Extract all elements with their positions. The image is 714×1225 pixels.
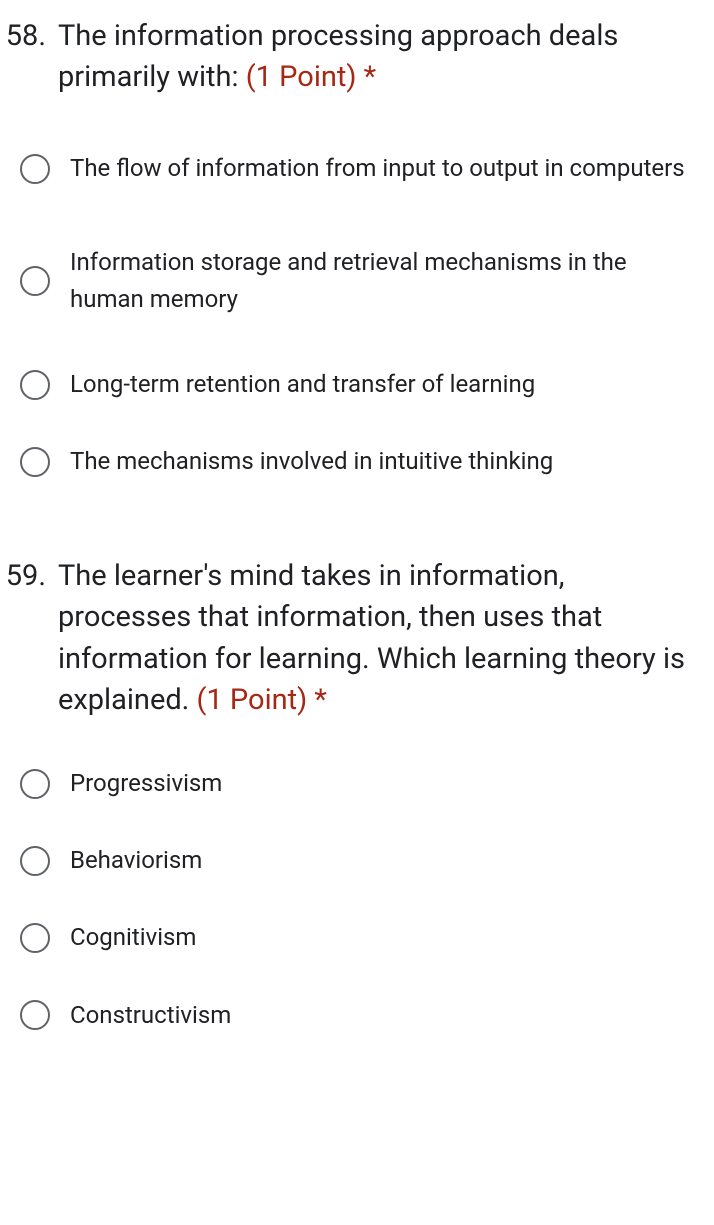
option-label: Information storage and retrieval mechan…	[70, 244, 694, 318]
option-row[interactable]: Progressivism	[20, 745, 714, 822]
option-label: Long-term retention and transfer of lear…	[70, 366, 694, 403]
question-text: The information processing approach deal…	[58, 16, 690, 98]
option-row[interactable]: The mechanisms involved in intuitive thi…	[20, 423, 714, 500]
radio-icon[interactable]	[20, 846, 50, 876]
option-row[interactable]: Cognitivism	[20, 899, 714, 976]
radio-icon[interactable]	[20, 1000, 50, 1030]
option-label: Cognitivism	[70, 919, 694, 956]
required-indicator: *	[307, 683, 327, 717]
option-row[interactable]: Information storage and retrieval mechan…	[20, 216, 714, 346]
option-row[interactable]: Behaviorism	[20, 822, 714, 899]
question-number: 59.	[0, 556, 58, 597]
radio-icon[interactable]	[20, 769, 50, 799]
options-container: The flow of information from input to ou…	[0, 122, 714, 500]
option-label: Progressivism	[70, 765, 694, 802]
question-points: (1 Point)	[197, 683, 308, 717]
question-points: (1 Point)	[246, 60, 357, 94]
option-row[interactable]: Long-term retention and transfer of lear…	[20, 346, 714, 423]
question-body: The learner's mind takes in information,…	[58, 559, 685, 717]
option-row[interactable]: Constructivism	[20, 977, 714, 1054]
question-number: 58.	[0, 16, 58, 57]
option-row[interactable]: The flow of information from input to ou…	[20, 122, 714, 215]
option-label: Constructivism	[70, 997, 694, 1034]
radio-icon[interactable]	[20, 447, 50, 477]
question-header: 58. The information processing approach …	[0, 16, 714, 98]
options-container: Progressivism Behaviorism Cognitivism Co…	[0, 745, 714, 1054]
radio-icon[interactable]	[20, 370, 50, 400]
question-block-58: 58. The information processing approach …	[0, 0, 714, 540]
option-label: The flow of information from input to ou…	[70, 150, 694, 187]
radio-icon[interactable]	[20, 154, 50, 184]
question-header: 59. The learner's mind takes in informat…	[0, 556, 714, 721]
radio-icon[interactable]	[20, 266, 50, 296]
required-indicator: *	[356, 60, 376, 94]
question-block-59: 59. The learner's mind takes in informat…	[0, 540, 714, 1093]
option-label: Behaviorism	[70, 842, 694, 879]
option-label: The mechanisms involved in intuitive thi…	[70, 443, 694, 480]
radio-icon[interactable]	[20, 923, 50, 953]
question-text: The learner's mind takes in information,…	[58, 556, 690, 721]
